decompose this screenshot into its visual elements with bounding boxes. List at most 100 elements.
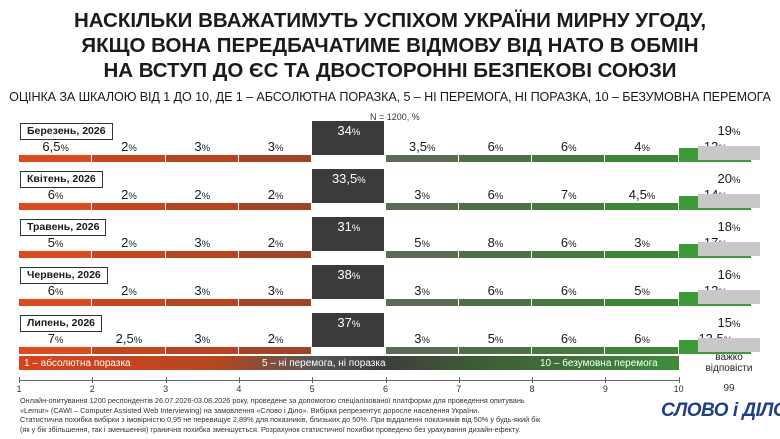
bar-row3-score-9 — [605, 251, 678, 258]
bar-row4-score-6 — [385, 299, 458, 306]
value-label-row3-score-4: 2% — [267, 235, 284, 250]
bar-row3-score-3 — [165, 251, 238, 258]
bar-row1-score-2 — [92, 155, 165, 162]
scale-label-middle: 5 – ні перемога, ні поразка — [262, 358, 386, 369]
value-label-row4-score-6: 3% — [414, 283, 430, 298]
value-label-row4-dont-know: 16% — [717, 267, 741, 282]
bar-row4-score-3 — [165, 299, 238, 306]
bar-row4-score-9 — [605, 299, 678, 306]
x-tick-6 — [385, 377, 387, 383]
bar-row2-score-3 — [165, 203, 238, 210]
bar-row4-score-1 — [19, 299, 92, 306]
value-label-row2-score-3: 2% — [194, 187, 211, 202]
bar-row5-score-1 — [19, 347, 92, 354]
x-tick-label-8: 8 — [529, 384, 535, 394]
dont-know-label-line-1: важко — [715, 352, 743, 363]
bar-row4-score-8 — [532, 299, 605, 306]
bar-row3-score-1 — [19, 251, 92, 258]
dont-know-tick-label: 99 — [723, 383, 735, 394]
bar-row2-score-6 — [385, 203, 458, 210]
value-label-row2-score-9: 4,5% — [628, 187, 656, 202]
x-tick-7 — [458, 377, 460, 383]
x-tick-5 — [312, 377, 314, 383]
title-line-3: НА ВСТУП ДО ЄС ТА ДВОСТОРОННІ БЕЗПЕКОВІ … — [103, 59, 677, 82]
value-label-row1-score-9: 4% — [634, 139, 650, 154]
month-label-1: Березень, 2026 — [20, 123, 113, 140]
bar-row4-score-4 — [238, 299, 312, 306]
value-label-row4-score-2: 2% — [121, 283, 137, 298]
x-tick-label-10: 10 — [673, 384, 684, 394]
value-label-row3-score-1: 5% — [47, 235, 64, 250]
x-tick-label-7: 7 — [456, 384, 462, 394]
value-label-row1-score-6: 3,5% — [408, 139, 436, 154]
value-label-row2-score-6: 3% — [414, 187, 430, 202]
x-tick-label-5: 5 — [309, 384, 315, 394]
bar-row1-score-8 — [532, 155, 605, 162]
value-label-row4-score-7: 6% — [487, 283, 504, 298]
x-tick-8 — [532, 377, 534, 383]
footnote-line-3: Статистична похибка вибірки з імовірніст… — [20, 415, 541, 424]
bar-row2-score-2 — [92, 203, 165, 210]
value-label-row1-score-7: 6% — [487, 139, 504, 154]
x-axis-line — [19, 380, 679, 381]
bar-row2-dont-know — [698, 194, 760, 208]
value-label-row4-score-5: 38% — [337, 267, 361, 282]
bar-row2-score-9 — [605, 203, 678, 210]
dont-know-label: важко відповісти — [698, 352, 760, 374]
x-tick-label-1: 1 — [16, 384, 22, 394]
bar-row1-score-1 — [19, 155, 92, 162]
value-label-row1-score-2: 2% — [121, 139, 137, 154]
slovo-i-dilo-logo: СЛОВО і ДІЛО — [661, 400, 780, 421]
value-label-row1-dont-know: 19% — [717, 123, 741, 138]
bar-row3-score-2 — [92, 251, 165, 258]
value-label-row3-dont-know: 18% — [717, 219, 741, 234]
scale-label-right: 10 – безумовна перемога — [540, 358, 658, 369]
bar-row3-score-8 — [532, 251, 605, 258]
value-label-row4-score-9: 5% — [634, 283, 650, 298]
bar-row5-score-8 — [532, 347, 605, 354]
value-label-row3-score-9: 3% — [634, 235, 650, 250]
footnote-line-4: (як у бік збільшення, так і зменшення) г… — [20, 424, 521, 434]
title-line-1: НАСКІЛЬКИ ВВАЖАТИМУТЬ УСПІХОМ УКРАЇНИ МИ… — [73, 9, 707, 32]
value-label-row3-score-6: 5% — [414, 235, 430, 250]
bar-row4-dont-know — [698, 290, 760, 304]
value-label-row3-score-7: 8% — [487, 235, 504, 250]
value-label-row5-score-5: 37% — [337, 315, 361, 330]
value-label-row1-score-5: 34% — [337, 123, 361, 138]
value-label-row5-score-1: 7% — [47, 331, 64, 346]
x-tick-label-9: 9 — [602, 384, 608, 394]
value-label-row2-score-7: 6% — [487, 187, 504, 202]
value-label-row5-score-4: 2% — [267, 331, 284, 346]
month-label-3: Травень, 2026 — [20, 219, 107, 236]
bar-row5-score-3 — [165, 347, 238, 354]
sample-size-note: N = 1200, % — [370, 112, 420, 122]
value-label-row3-score-8: 6% — [560, 235, 577, 250]
bar-row1-dont-know — [698, 146, 760, 160]
bar-row2-score-4 — [238, 203, 312, 210]
x-tick-2 — [92, 377, 94, 383]
bar-row2-score-5 — [312, 169, 385, 203]
bar-row3-score-7 — [458, 251, 532, 258]
value-label-row4-score-3: 3% — [194, 283, 211, 298]
value-label-row3-score-3: 3% — [194, 235, 211, 250]
bar-row5-score-9 — [605, 347, 678, 354]
value-label-row2-score-8: 7% — [560, 187, 577, 202]
bar-row4-score-5 — [312, 265, 385, 299]
x-tick-label-6: 6 — [382, 384, 388, 394]
value-label-row1-score-3: 3% — [194, 139, 211, 154]
value-label-row4-score-1: 6% — [47, 283, 64, 298]
value-label-row5-dont-know: 15% — [717, 315, 741, 330]
bar-row1-score-4 — [238, 155, 312, 162]
value-label-row2-score-4: 2% — [267, 187, 284, 202]
bar-row1-score-6 — [385, 155, 458, 162]
bar-row3-dont-know — [698, 242, 760, 256]
value-label-row1-score-1: 6,5% — [42, 139, 69, 154]
bar-row4-score-7 — [458, 299, 532, 306]
bar-row3-score-6 — [385, 251, 458, 258]
bar-row5-score-4 — [238, 347, 312, 354]
footnote-line-1: Онлайн-опитування 1200 респондентів 26.0… — [20, 396, 525, 405]
value-label-row2-score-5: 33,5% — [331, 171, 366, 186]
value-label-row5-score-3: 3% — [194, 331, 211, 346]
bar-row1-score-3 — [165, 155, 238, 162]
bar-row1-score-7 — [458, 155, 532, 162]
